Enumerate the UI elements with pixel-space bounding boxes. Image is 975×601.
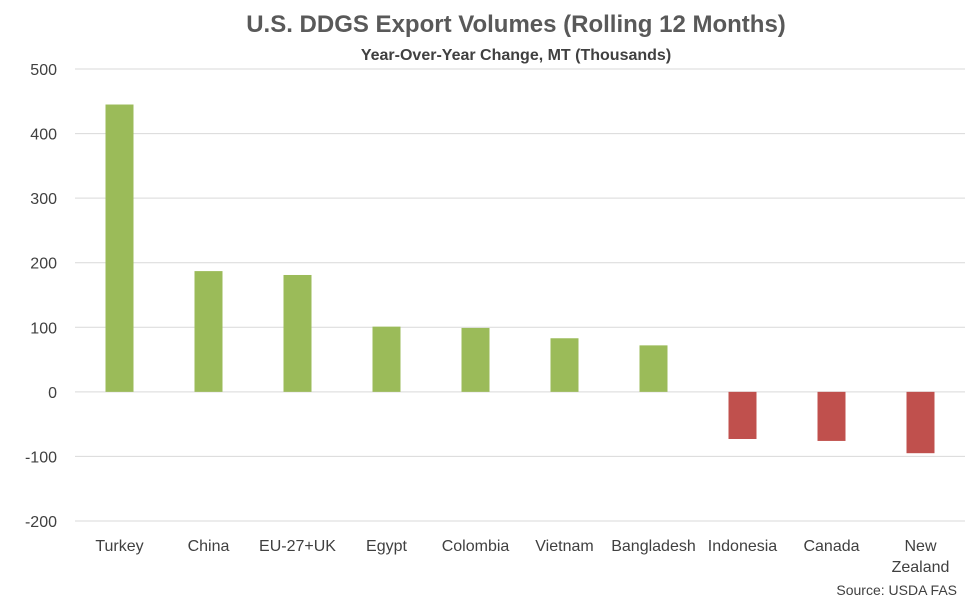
bar-new-zealand [906, 391, 935, 454]
x-axis-labels: Turkey China EU-27+UK Egypt Colombia Vietnam B… [95, 538, 949, 576]
x-tick-label: Indonesia [708, 538, 777, 555]
y-tick-label: -200 [25, 514, 57, 531]
source-note: Source: USDA FAS [836, 582, 957, 598]
y-tick-label: -100 [25, 449, 57, 466]
x-tick-label: Colombia [442, 538, 510, 555]
bar-vietnam [550, 338, 579, 392]
gridlines [75, 68, 965, 522]
y-tick-label: 500 [30, 62, 57, 79]
y-tick-label: 400 [30, 127, 57, 144]
y-tick-label: 300 [30, 191, 57, 208]
bar-canada [817, 391, 846, 441]
x-tick-label: China [188, 538, 230, 555]
x-tick-label: Vietnam [535, 538, 593, 555]
bar-turkey [105, 104, 134, 392]
chart-title: U.S. DDGS Export Volumes (Rolling 12 Mon… [246, 11, 786, 38]
x-tick-label: EU-27+UK [259, 538, 336, 555]
bar-china [194, 271, 223, 392]
y-tick-label: 100 [30, 320, 57, 337]
x-tick-label: Turkey [95, 538, 143, 555]
bars [105, 104, 935, 454]
bar-colombia [461, 327, 490, 392]
bar-indonesia [728, 391, 757, 439]
y-tick-label: 0 [48, 385, 57, 402]
bar-eu-27-uk [283, 274, 312, 392]
chart-subtitle: Year-Over-Year Change, MT (Thousands) [361, 47, 671, 64]
y-tick-label: 200 [30, 256, 57, 273]
x-tick-label: Zealand [892, 559, 950, 576]
y-axis-ticks: 500 400 300 200 100 0 -100 -200 [25, 62, 57, 531]
x-tick-label: New [904, 538, 936, 555]
bar-bangladesh [639, 345, 668, 392]
bar-egypt [372, 326, 401, 392]
x-tick-label: Egypt [366, 538, 407, 555]
x-tick-label: Canada [803, 538, 859, 555]
x-tick-label: Bangladesh [611, 538, 696, 555]
